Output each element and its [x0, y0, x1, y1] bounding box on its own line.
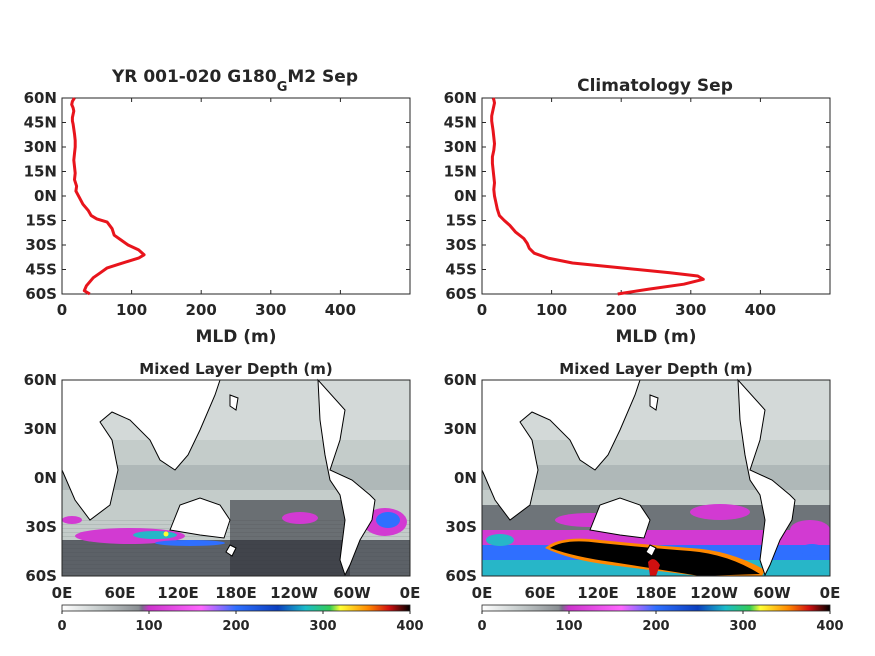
x-tick-label: 100	[536, 301, 567, 319]
x-tick-label: 180E	[215, 584, 257, 602]
y-tick-label: 60S	[445, 567, 477, 585]
x-tick-label: 60E	[524, 584, 555, 602]
x-tick-labels: 0 100 200 300 400	[477, 98, 776, 319]
y-tick-label: 0N	[34, 187, 57, 205]
colorbar-tick-label: 400	[396, 619, 423, 634]
y-tick-label: 30S	[25, 518, 57, 536]
plot-area	[481, 379, 831, 577]
colorbar	[61, 604, 411, 612]
profile-panel-climatology: Climatology Sep 60N45N30N15N0N15S30S45S6…	[444, 76, 831, 347]
y-tick-label: 45S	[445, 261, 477, 279]
x-axis-label: MLD (m)	[615, 327, 696, 347]
y-tick-labels: 60N 45N 30N 15N 0N 15S 30S 45S 60S	[24, 89, 410, 303]
y-tick-label: 15N	[444, 163, 477, 181]
colorbar-tick-label: 200	[222, 619, 249, 634]
y-tick-labels: 60N 45N 30N 15N 0N 15S 30S 45S 60S	[444, 89, 830, 303]
x-tick-label: 0E	[472, 584, 493, 602]
x-tick-label: 200	[186, 301, 217, 319]
x-tick-label: 100	[116, 301, 147, 319]
mld-profile-line	[70, 97, 146, 296]
colorbar-tick-label: 300	[309, 619, 336, 634]
y-tick-label: 60S	[445, 285, 477, 303]
y-tick-label: 30N	[444, 138, 477, 156]
y-tick-label: 45S	[25, 261, 57, 279]
x-tick-label: 120W	[690, 584, 738, 602]
x-tick-label: 120W	[270, 584, 318, 602]
x-tick-labels: 0E 60E 120E 180E 120W 60W 0E	[52, 584, 421, 602]
x-tick-labels: 0 100 200 300 400	[57, 98, 356, 319]
y-tick-label: 15S	[445, 212, 477, 230]
y-tick-label: 15N	[24, 163, 57, 181]
colorbar-tick-labels: 0 100 200 300 400	[477, 611, 844, 634]
x-tick-label: 0	[477, 301, 487, 319]
y-tick-label: 30N	[24, 138, 57, 156]
y-tick-label: 45N	[24, 114, 57, 132]
colorbar	[481, 604, 831, 612]
x-tick-label: 0	[57, 301, 67, 319]
y-tick-label: 60N	[24, 371, 57, 389]
plot-area	[61, 97, 411, 295]
x-tick-label: 200	[606, 301, 637, 319]
y-tick-labels: 60N 30N 0N 30S 60S	[444, 371, 477, 585]
x-tick-label: 0E	[820, 584, 841, 602]
profile-panel-model: YR 001-020 G180GM2 Sep 60N 45N 30N 15N 0N 15S…	[24, 67, 411, 347]
y-tick-label: 60N	[444, 371, 477, 389]
land-mask	[481, 378, 796, 577]
colorbar-tick-label: 300	[729, 619, 756, 634]
x-tick-label: 300	[255, 301, 286, 319]
panel-title: Climatology Sep	[577, 76, 733, 96]
y-tick-label: 30S	[445, 236, 477, 254]
y-tick-label: 30S	[445, 518, 477, 536]
land-mask	[61, 378, 376, 577]
x-tick-label: 0E	[400, 584, 421, 602]
y-tick-label: 0N	[454, 469, 477, 487]
x-tick-label: 300	[675, 301, 706, 319]
colorbar-tick-label: 0	[57, 619, 66, 634]
x-tick-label: 60W	[753, 584, 791, 602]
x-tick-label: 120E	[157, 584, 199, 602]
y-tick-label: 60S	[25, 567, 57, 585]
plot-area	[481, 97, 831, 295]
y-tick-labels: 60N 30N 0N 30S 60S	[24, 371, 57, 585]
x-tick-labels: 0E 60E 120E 180E 120W 60W 0E	[472, 584, 841, 602]
y-tick-label: 60N	[444, 89, 477, 107]
plot-area	[61, 379, 411, 577]
colorbar-tick-label: 100	[555, 619, 582, 634]
colorbar-tick-label: 0	[477, 619, 486, 634]
y-tick-label: 30N	[444, 420, 477, 438]
panel-title: Mixed Layer Depth (m)	[559, 360, 752, 378]
colorbar-tick-label: 400	[816, 619, 843, 634]
y-tick-label: 0N	[454, 187, 477, 205]
colorbar-tick-label: 100	[135, 619, 162, 634]
y-tick-label: 45N	[444, 114, 477, 132]
y-tick-label: 30S	[25, 236, 57, 254]
colorbar-tick-label: 200	[642, 619, 669, 634]
y-tick-label: 30N	[24, 420, 57, 438]
colorbar-tick-labels: 0 100 200 300 400	[57, 611, 424, 634]
y-tick-label: 0N	[34, 469, 57, 487]
x-tick-label: 400	[325, 301, 356, 319]
y-tick-label: 60N	[24, 89, 57, 107]
x-tick-label: 120E	[577, 584, 619, 602]
x-tick-label: 180E	[635, 584, 677, 602]
y-tick-label: 15S	[25, 212, 57, 230]
x-tick-label: 60W	[333, 584, 371, 602]
panel-title: Mixed Layer Depth (m)	[139, 360, 332, 378]
x-tick-label: 60E	[104, 584, 135, 602]
mld-profile-line	[490, 97, 705, 296]
x-axis-label: MLD (m)	[195, 327, 276, 347]
x-tick-label: 0E	[52, 584, 73, 602]
y-tick-label: 60S	[25, 285, 57, 303]
panel-title: YR 001-020 G180GM2 Sep	[111, 67, 358, 95]
map-panel-model: Mixed Layer Depth (m) 60N 30N 0N 30S 60S	[24, 360, 424, 634]
x-tick-label: 400	[745, 301, 776, 319]
